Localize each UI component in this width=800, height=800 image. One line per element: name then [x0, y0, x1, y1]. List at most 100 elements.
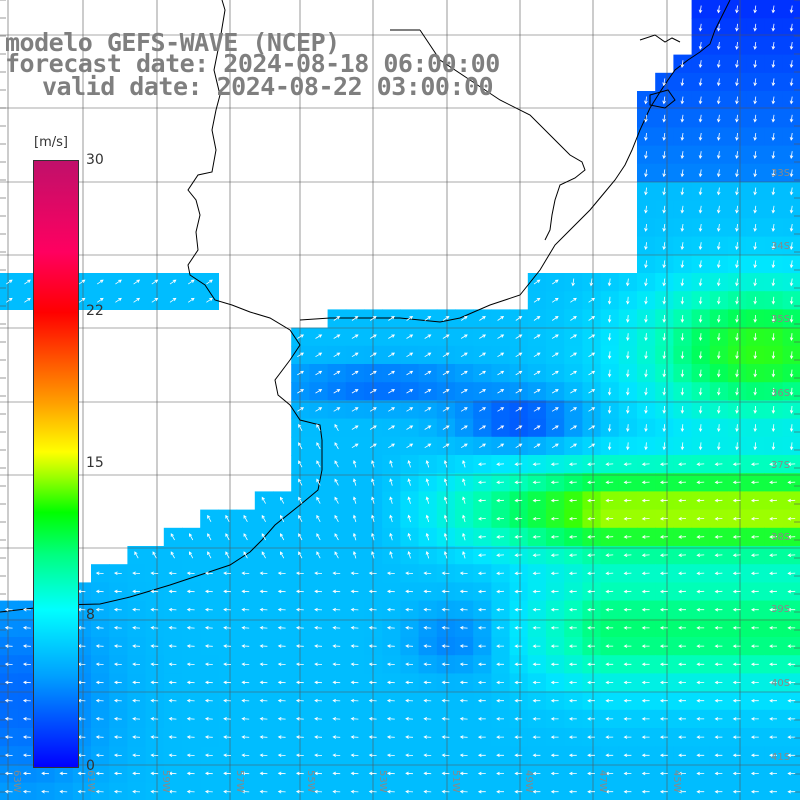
wind-arrow [496, 789, 504, 794]
wind-arrow [150, 607, 159, 612]
wind-arrow [406, 389, 414, 394]
wind-arrow [441, 680, 450, 685]
wind-speed-cell [418, 400, 438, 420]
wind-arrow [316, 423, 321, 431]
wind-arrow [477, 789, 486, 794]
wind-arrow [315, 407, 323, 412]
wind-arrow [424, 443, 432, 449]
wind-arrow [641, 698, 650, 703]
wind-arrow [479, 352, 487, 358]
wind-arrow [533, 443, 541, 449]
wind-arrow [277, 607, 286, 612]
wind-speed-cell [455, 418, 474, 438]
wind-arrow [644, 187, 648, 196]
wind-speed-cell [436, 400, 456, 420]
wind-arrow [550, 789, 559, 794]
wind-arrow [459, 753, 468, 758]
wind-arrow [698, 96, 703, 105]
wind-arrow [277, 644, 286, 648]
wind-arrow [607, 442, 612, 451]
wind-arrow [423, 571, 432, 576]
wind-arrow [714, 753, 723, 758]
wind-arrow [735, 333, 739, 342]
wind-arrow [623, 789, 632, 794]
wind-arrow [295, 662, 304, 667]
colorbar-tick-0: 0 [86, 758, 95, 774]
wind-arrow [714, 462, 723, 466]
wind-arrow [59, 771, 68, 776]
wind-arrow [333, 407, 341, 412]
wind-arrow [787, 535, 796, 539]
wind-arrow [460, 370, 468, 376]
wind-arrow [732, 753, 741, 758]
wind-arrow [623, 516, 632, 521]
wind-arrow [477, 516, 486, 521]
wind-speed-cell [200, 291, 219, 310]
wind-arrow [186, 789, 195, 794]
wind-speed-cell [455, 782, 474, 800]
wind-arrow [732, 680, 741, 685]
wind-arrow [589, 278, 594, 287]
wind-arrow [22, 771, 31, 776]
wind-arrow [732, 589, 741, 594]
wind-arrow [662, 260, 666, 269]
wind-speed-cell [91, 291, 110, 310]
wind-arrow [189, 551, 194, 559]
wind-arrow [587, 717, 595, 721]
wind-arrow [662, 187, 666, 196]
wind-arrow [678, 607, 686, 612]
wind-arrow [460, 443, 468, 449]
wind-arrow [570, 297, 577, 303]
wind-speed-cell [546, 382, 565, 401]
wind-arrow [315, 334, 323, 339]
wind-arrow [732, 717, 741, 721]
wind-arrow [662, 223, 666, 232]
wind-arrow [662, 96, 666, 105]
wind-arrow [787, 789, 796, 794]
wind-arrow [714, 553, 723, 557]
wind-arrow [789, 351, 794, 360]
wind-speed-cell [273, 782, 292, 800]
wind-arrow [680, 278, 685, 287]
wind-arrow [314, 735, 323, 739]
wind-arrow [698, 314, 703, 323]
wind-arrow [680, 442, 685, 451]
wind-arrow [550, 680, 559, 685]
wind-arrow [460, 389, 468, 394]
wind-arrow [496, 735, 504, 739]
wind-arrow [386, 589, 395, 594]
wind-arrow [241, 753, 250, 758]
wind-arrow [789, 442, 794, 451]
wind-speed-cell [291, 782, 310, 800]
wind-arrow [314, 753, 323, 758]
wind-arrow [352, 514, 357, 523]
wind-arrow [332, 589, 341, 594]
wind-arrow [662, 169, 666, 178]
wind-speed-cell [491, 382, 511, 401]
wind-arrow [588, 352, 596, 358]
wind-arrow [515, 425, 523, 430]
wind-arrow [771, 369, 776, 378]
wind-arrow [441, 626, 450, 630]
wind-speed-cell [345, 418, 365, 438]
wind-arrow [259, 626, 268, 630]
wind-arrow [641, 462, 650, 466]
wind-arrow [186, 662, 195, 667]
wind-arrow [259, 680, 268, 685]
wind-arrow [514, 644, 523, 648]
wind-arrow [753, 78, 757, 87]
wind-speed-cell [345, 382, 365, 401]
wind-arrow [680, 242, 685, 251]
wind-arrow [568, 607, 577, 612]
wind-arrow [314, 626, 323, 630]
wind-arrow [750, 644, 759, 648]
wind-arrow [644, 314, 648, 323]
wind-speed-cell [436, 418, 456, 438]
wind-arrow [532, 480, 541, 485]
wind-speed-cell [145, 782, 165, 800]
wind-arrow [587, 753, 595, 758]
wind-arrow [497, 370, 505, 376]
wind-arrow [605, 680, 614, 685]
wind-arrow [532, 698, 541, 703]
wind-arrow [406, 443, 414, 449]
